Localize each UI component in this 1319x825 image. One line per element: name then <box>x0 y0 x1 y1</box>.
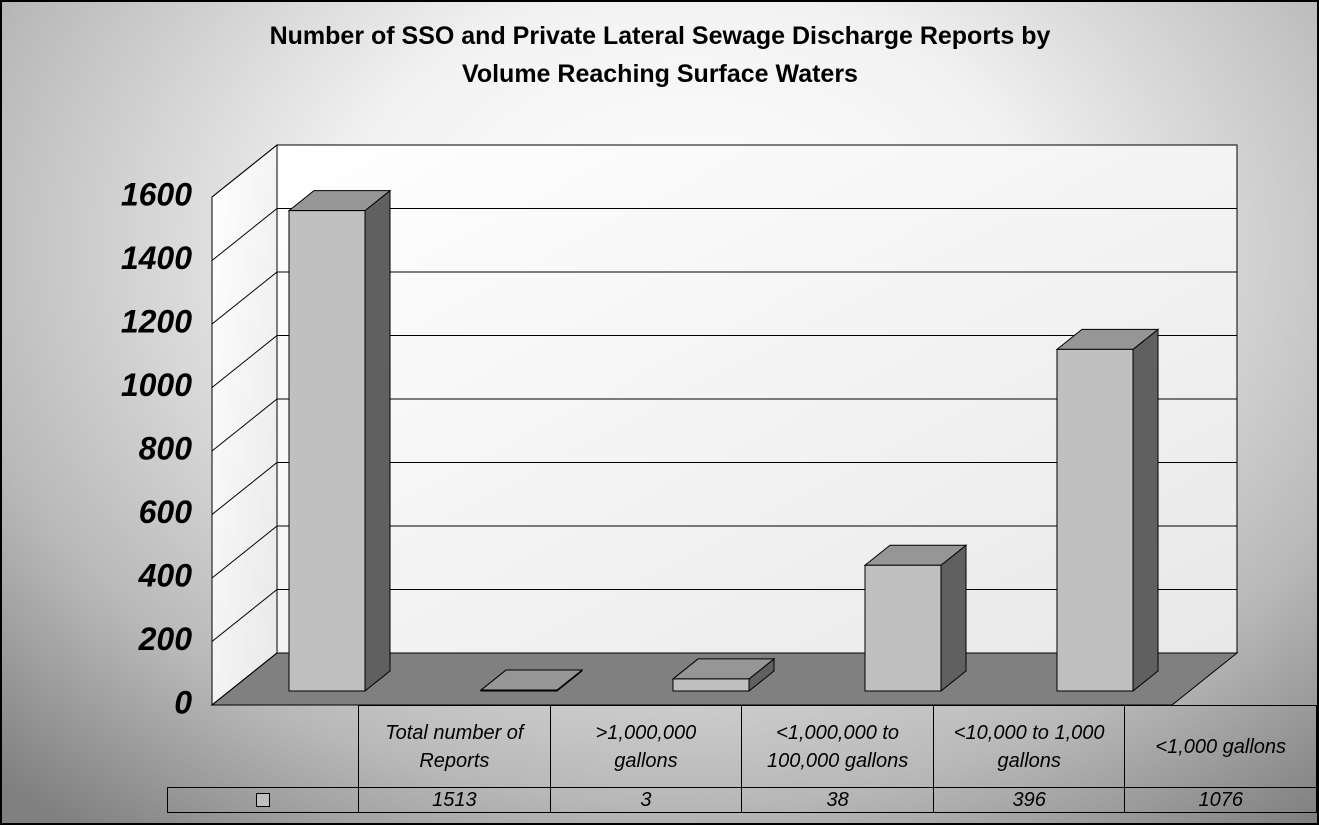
bar <box>288 210 366 692</box>
grid-line <box>211 335 1237 388</box>
bar <box>480 689 558 692</box>
category-label: Total number of Reports <box>358 705 551 788</box>
y-tick-label: 400 <box>138 557 193 593</box>
value-label: 3 <box>549 787 743 813</box>
grid-line <box>211 144 1237 198</box>
bar-side <box>940 544 967 693</box>
y-tick-label: 1000 <box>121 367 192 403</box>
grid-line <box>211 271 1237 325</box>
legend-key <box>166 787 360 813</box>
y-tick-label: 1600 <box>121 176 192 212</box>
category-label: >1,000,000 gallons <box>549 705 743 788</box>
value-label: 396 <box>932 787 1126 813</box>
y-tick-label: 1400 <box>121 240 192 276</box>
bar <box>1056 348 1134 692</box>
y-tick-label: 600 <box>139 494 193 530</box>
value-label: 1076 <box>1124 787 1317 813</box>
y-tick-label: 800 <box>139 430 193 466</box>
category-label: <10,000 to 1,000 gallons <box>932 705 1126 788</box>
bar-side <box>364 189 391 693</box>
category-label: <1,000 gallons <box>1124 705 1317 788</box>
bar-side <box>1132 328 1159 693</box>
y-tick-label: 200 <box>138 621 193 657</box>
category-row: Total number of Reports >1,000,000 gallon… <box>167 705 1317 788</box>
chart-title: Volume Reaching Surface Waters <box>462 60 858 88</box>
y-tick-label: 1200 <box>121 303 192 339</box>
value-row: 1513 3 38 396 1076 <box>166 787 1317 813</box>
value-label: 1513 <box>358 787 551 813</box>
legend-swatch <box>256 793 271 808</box>
value-label: 38 <box>741 787 934 813</box>
table-key <box>167 705 360 788</box>
grid-line <box>211 208 1237 261</box>
data-table: Total number of Reports >1,000,000 gallon… <box>166 705 1317 813</box>
grid-line <box>211 462 1237 515</box>
bar <box>864 564 942 692</box>
chart-title: Number of SSO and Private Lateral Sewage… <box>270 22 1051 50</box>
grid-line <box>211 398 1237 452</box>
grid-line <box>211 525 1237 579</box>
bar <box>672 678 750 692</box>
category-label: <1,000,000 to 100,000 gallons <box>741 705 934 788</box>
